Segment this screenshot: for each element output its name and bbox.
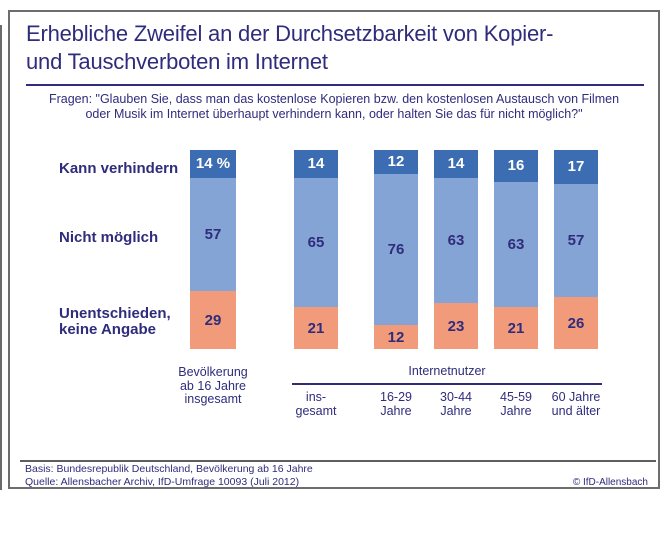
bar-5-segment-2: 63 <box>494 181 538 308</box>
footer-quelle: Quelle: Allensbacher Archiv, IfD-Umfrage… <box>25 476 300 488</box>
category-label-6: 60 Jahre und älter <box>551 390 601 418</box>
bar-5-segment-3: 21 <box>494 307 538 349</box>
chart-title-line1: Erhebliche Zweifel an der Durchsetzbarke… <box>26 21 554 46</box>
bar-5-value-2: 63 <box>507 236 525 253</box>
group-underline <box>292 383 602 385</box>
category-label-3: 16-29 Jahre <box>380 390 412 418</box>
bar-3-value-2: 76 <box>387 240 405 258</box>
bar-column-3: 12 76 12 <box>374 150 418 349</box>
bar-5-value-3: 21 <box>507 319 525 337</box>
bar-column-2: 14 65 21 <box>294 150 338 349</box>
bar-4-segment-3: 23 <box>434 303 478 349</box>
group-label-internetnutzer: Internetnutzer <box>408 364 486 378</box>
bar-2-segment-3: 21 <box>294 307 338 349</box>
footer-divider <box>20 460 656 462</box>
bar-1-value-3: 29 <box>204 311 222 329</box>
survey-question-line2: oder Musik im Internet überhaupt verhind… <box>85 107 583 121</box>
footer-copyright: © IfD-Allensbach <box>572 477 648 488</box>
bar-6-value-3: 26 <box>567 314 585 332</box>
bar-1-value-1: 14 % <box>195 155 231 173</box>
legend-nicht-moeglich: Nicht möglich <box>59 229 159 246</box>
bar-3-value-1: 12 <box>387 153 405 171</box>
bar-3-segment-3: 12 <box>374 325 418 349</box>
bar-3-segment-1: 12 <box>374 150 418 174</box>
title-divider <box>26 84 644 86</box>
legend-unentschieden: Unentschieden, keine Angabe <box>59 305 171 338</box>
chart-title-line2: und Tauschverboten im Internet <box>26 49 328 74</box>
bar-4-value-3: 23 <box>447 317 465 335</box>
bar-4-value-1: 14 <box>447 155 465 173</box>
page-edge-line <box>0 25 2 490</box>
bar-6-segment-2: 57 <box>554 183 598 298</box>
bar-3-value-3: 12 <box>387 328 405 346</box>
bar-6-value-1: 17 <box>567 158 585 176</box>
bar-column-6: 17 57 26 <box>554 150 598 349</box>
bar-3-segment-2: 76 <box>374 173 418 326</box>
bar-5-value-1: 16 <box>507 157 525 175</box>
bar-4-segment-1: 14 <box>434 150 478 178</box>
bar-1-segment-3: 29 <box>190 291 236 349</box>
bar-2-segment-2: 65 <box>294 177 338 308</box>
bar-4-value-2: 63 <box>447 232 465 250</box>
category-label-5: 45-59 Jahre <box>500 390 532 418</box>
bar-6-segment-1: 17 <box>554 150 598 184</box>
bar-column-1: 14 % 57 29 <box>190 150 236 349</box>
bar-6-segment-3: 26 <box>554 297 598 349</box>
bar-column-4: 14 63 23 <box>434 150 478 349</box>
category-label-4: 30-44 Jahre <box>440 390 472 418</box>
bar-column-5: 16 63 21 <box>494 150 538 349</box>
bar-5-segment-1: 16 <box>494 150 538 182</box>
category-label-1: Bevölkerung ab 16 Jahre insgesamt <box>178 365 248 406</box>
bar-4-segment-2: 63 <box>434 177 478 304</box>
bar-6-value-2: 57 <box>567 232 585 250</box>
bar-2-value-1: 14 <box>307 155 325 173</box>
chart-title: Erhebliche Zweifel an der Durchsetzbarke… <box>26 20 648 76</box>
category-label-2: ins- gesamt <box>295 390 337 418</box>
bar-1-segment-2: 57 <box>190 177 236 292</box>
bar-1-segment-1: 14 % <box>190 150 236 178</box>
bar-1-value-2: 57 <box>204 226 222 244</box>
bar-2-value-3: 21 <box>307 319 325 337</box>
bar-2-value-2: 65 <box>307 234 325 252</box>
legend-kann-verhindern: Kann verhindern <box>59 160 179 177</box>
bar-2-segment-1: 14 <box>294 150 338 178</box>
survey-question: Fragen: "Glauben Sie, dass man das koste… <box>14 92 654 122</box>
footer-basis: Basis: Bundesrepublik Deutschland, Bevöl… <box>25 463 313 475</box>
survey-question-line1: Fragen: "Glauben Sie, dass man das koste… <box>48 92 620 106</box>
